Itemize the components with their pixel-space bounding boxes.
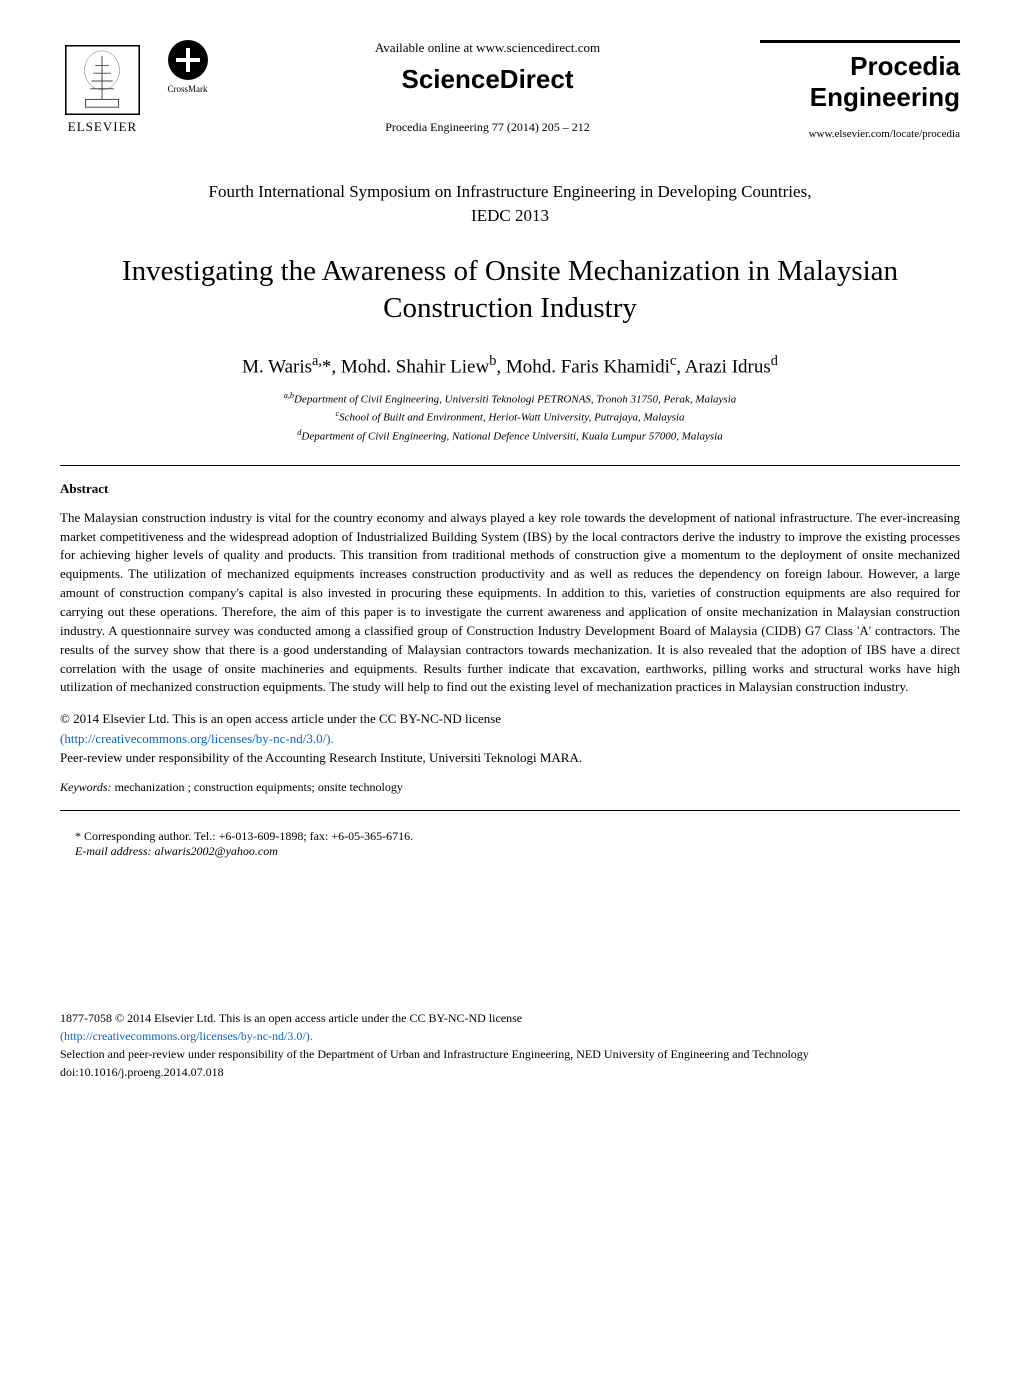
author-1-mark: * [322, 356, 332, 377]
procedia-box: Procedia Engineering [760, 40, 960, 113]
aff2: School of Built and Environment, Heriot-… [339, 412, 684, 424]
crossmark-logo[interactable]: CrossMark [160, 40, 215, 105]
divider-bottom [60, 810, 960, 811]
copyright-line1: © 2014 Elsevier Ltd. This is an open acc… [60, 711, 501, 726]
footer-doi: doi:10.1016/j.proeng.2014.07.018 [60, 1065, 224, 1079]
aff1: Department of Civil Engineering, Univers… [294, 394, 736, 406]
copyright-line3: Peer-review under responsibility of the … [60, 750, 582, 765]
email: alwaris2002@yahoo.com [152, 844, 278, 858]
author-3: , Mohd. Faris Khamidi [496, 356, 670, 377]
keywords-label: Keywords: [60, 780, 112, 794]
copyright-link[interactable]: (http://creativecommons.org/licenses/by-… [60, 731, 334, 746]
left-logos: ELSEVIER CrossMark [60, 40, 215, 135]
available-online: Available online at www.sciencedirect.co… [235, 40, 740, 56]
title-line1: Investigating the Awareness of Onsite Me… [122, 255, 898, 287]
journal-url: www.elsevier.com/locate/procedia [760, 128, 960, 140]
conference-info: Fourth International Symposium on Infras… [60, 180, 960, 228]
paper-title: Investigating the Awareness of Onsite Me… [60, 253, 960, 328]
header-row: ELSEVIER CrossMark Available online at w… [60, 40, 960, 140]
footer-selection: Selection and peer-review under responsi… [60, 1047, 809, 1061]
authors: M. Warisa,*, Mohd. Shahir Liewb, Mohd. F… [60, 353, 960, 378]
abstract-heading: Abstract [60, 481, 960, 497]
elsevier-tree-icon [65, 45, 140, 115]
aff3: Department of Civil Engineering, Nationa… [301, 430, 722, 442]
journal-citation: Procedia Engineering 77 (2014) 205 – 212 [235, 120, 740, 135]
procedia-text: Procedia [760, 51, 960, 82]
affiliations: a,bDepartment of Civil Engineering, Univ… [60, 390, 960, 444]
sciencedirect-logo: ScienceDirect [235, 64, 740, 95]
corresponding-line1: * Corresponding author. Tel.: +6-013-609… [75, 829, 413, 843]
footer-issn: 1877-7058 © 2014 Elsevier Ltd. This is a… [60, 1011, 522, 1025]
title-line2: Construction Industry [383, 292, 637, 324]
crossmark-text: CrossMark [168, 84, 208, 94]
author-4: , Arazi Idrus [676, 356, 770, 377]
elsevier-text: ELSEVIER [68, 119, 137, 135]
keywords: Keywords: mechanization ; construction e… [60, 780, 960, 795]
engineering-text: Engineering [760, 82, 960, 113]
corresponding-author: * Corresponding author. Tel.: +6-013-609… [60, 829, 960, 859]
aff1-sup: a,b [284, 391, 294, 400]
elsevier-logo: ELSEVIER [60, 40, 145, 135]
author-4-sup: d [771, 353, 778, 369]
author-1-sup: a, [312, 353, 322, 369]
email-label: E-mail address: [75, 844, 152, 858]
keywords-text: mechanization ; construction equipments;… [112, 780, 403, 794]
divider-top [60, 465, 960, 466]
conference-line1: Fourth International Symposium on Infras… [209, 182, 812, 201]
center-header: Available online at www.sciencedirect.co… [215, 40, 760, 135]
footer: 1877-7058 © 2014 Elsevier Ltd. This is a… [60, 1009, 960, 1081]
author-2: , Mohd. Shahir Liew [331, 356, 489, 377]
conference-line2: IEDC 2013 [471, 206, 549, 225]
author-1: M. Waris [242, 356, 312, 377]
right-header: Procedia Engineering www.elsevier.com/lo… [760, 40, 960, 140]
copyright-block: © 2014 Elsevier Ltd. This is an open acc… [60, 709, 960, 768]
abstract-text: The Malaysian construction industry is v… [60, 509, 960, 697]
footer-link[interactable]: (http://creativecommons.org/licenses/by-… [60, 1029, 313, 1043]
crossmark-icon [168, 40, 208, 80]
